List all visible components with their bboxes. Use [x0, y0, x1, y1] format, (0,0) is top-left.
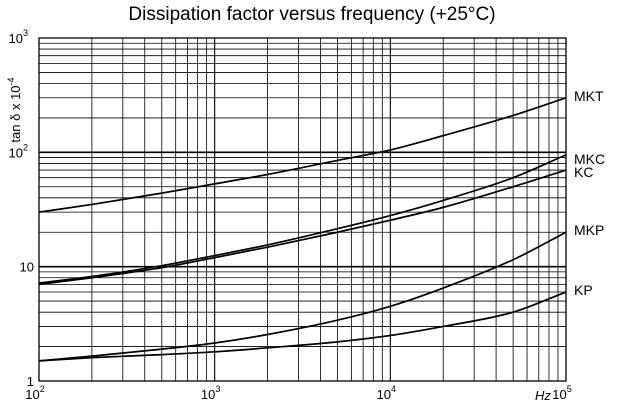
x-axis-label: Hz [535, 388, 551, 403]
series-line-mkt [38, 96, 567, 213]
x-tick-label: 102 [25, 384, 44, 402]
series-lines [38, 96, 567, 362]
y-axis-label: tan δ x 10-4 [6, 77, 23, 142]
y-tick-label: 1 [27, 374, 34, 389]
series-label-mkt: MKT [574, 88, 604, 104]
series-line-mkc [38, 154, 567, 284]
plot-border [38, 37, 567, 382]
x-tick-label: 104 [377, 384, 396, 402]
y-tick-label: 103 [9, 28, 28, 46]
series-label-kc: KC [574, 164, 593, 180]
y-tick-label: 102 [9, 142, 28, 160]
series-label-mkp: MKP [574, 222, 604, 238]
x-tick-label: 103 [201, 384, 220, 402]
y-axis-label-text: tan δ x 10 [8, 85, 23, 142]
series-line-mkp [38, 231, 567, 362]
x-tick-label: 105 [552, 384, 571, 402]
chart-title: Dissipation factor versus frequency (+25… [128, 4, 496, 25]
series-line-kp [38, 291, 567, 362]
y-axis-label-exponent: -4 [6, 77, 16, 85]
series-label-mkc: MKC [574, 151, 605, 167]
y-tick-label: 10 [20, 260, 34, 275]
grid [39, 38, 566, 381]
plot-frame [38, 37, 567, 382]
series-line-kc [38, 169, 567, 286]
series-label-kp: KP [574, 282, 593, 298]
